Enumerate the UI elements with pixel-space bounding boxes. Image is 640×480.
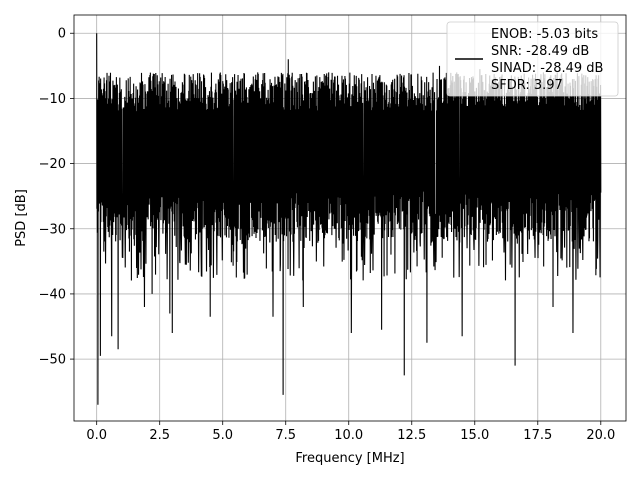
- y-tick-label: −20: [39, 157, 66, 172]
- x-tick-label: 0.0: [86, 428, 107, 443]
- x-tick-label: 5.0: [212, 428, 233, 443]
- legend-box: [446, 21, 619, 97]
- y-axis-ticks: 0 −10 −20 −30 −40 −50: [39, 27, 74, 368]
- x-axis-ticks: 0.0 2.5 5.0 7.5 10.0 12.5 15.0 17.5 20.0: [86, 421, 615, 443]
- legend: ENOB: -5.03 bits SNR: -28.49 dB SINAD: -…: [446, 21, 619, 97]
- x-tick-label: 7.5: [275, 428, 296, 443]
- y-tick-label: −10: [39, 92, 66, 107]
- x-tick-label: 12.5: [397, 428, 426, 443]
- x-axis-title: Frequency [MHz]: [295, 451, 404, 466]
- y-tick-label: 0: [58, 27, 66, 42]
- x-tick-label: 2.5: [149, 428, 170, 443]
- x-tick-label: 20.0: [586, 428, 615, 443]
- plot-frame: [73, 14, 627, 422]
- x-tick-label: 10.0: [334, 428, 363, 443]
- legend-sfdr: SFDR: 3.97: [491, 78, 563, 93]
- y-tick-label: −50: [39, 353, 66, 368]
- series-psd: [96, 33, 602, 405]
- y-tick-label: −40: [39, 287, 66, 302]
- y-axis-title: PSD [dB]: [14, 189, 29, 247]
- x-tick-label: 17.5: [523, 428, 552, 443]
- y-tick-label: −30: [39, 222, 66, 237]
- legend-enob: ENOB: -5.03 bits: [491, 27, 598, 42]
- legend-sinad: SINAD: -28.49 dB: [491, 61, 603, 76]
- x-tick-label: 15.0: [460, 428, 489, 443]
- psd-trace: [96, 33, 602, 405]
- legend-snr: SNR: -28.49 dB: [491, 44, 589, 59]
